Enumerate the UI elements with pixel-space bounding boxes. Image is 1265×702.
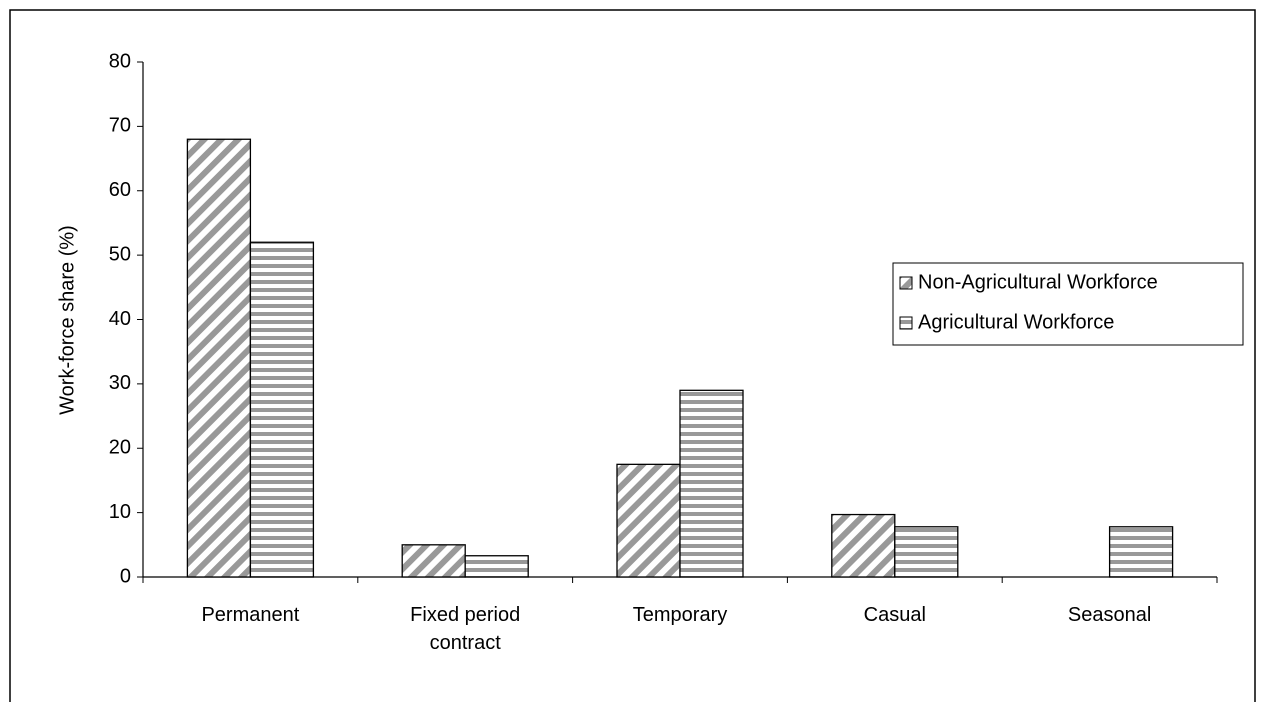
x-tick-label: Permanent	[201, 604, 300, 626]
legend-box	[892, 262, 1244, 346]
bar	[894, 526, 959, 578]
y-tick-label: 50	[109, 243, 131, 265]
legend-swatch	[899, 276, 913, 290]
bar	[831, 513, 896, 578]
x-tick-label: Seasonal	[1067, 604, 1152, 626]
x-tick-label: Temporary	[632, 604, 728, 626]
y-tick-label: 60	[109, 179, 131, 201]
x-tick-label: Fixed period contract	[410, 604, 521, 654]
x-tick-label: Casual	[863, 604, 926, 626]
bar	[464, 555, 529, 578]
bar	[679, 389, 744, 578]
y-tick-label: 80	[109, 50, 131, 72]
y-tick-label: 40	[109, 308, 131, 330]
bar	[616, 463, 681, 578]
y-tick-label: 30	[109, 372, 131, 394]
chart-border	[9, 9, 1256, 702]
y-tick-label: 70	[109, 115, 131, 137]
y-axis-title: Work-force share (%)	[56, 225, 78, 415]
legend-label: Agricultural Workforce	[918, 311, 1114, 333]
y-tick-label: 10	[109, 501, 131, 523]
y-tick-label: 0	[120, 565, 131, 587]
legend-label: Non-Agricultural Workforce	[918, 271, 1158, 293]
y-tick-label: 20	[109, 437, 131, 459]
bar	[249, 241, 315, 578]
bar	[401, 544, 466, 578]
bar	[1108, 526, 1174, 578]
legend: Non-Agricultural Workforce Agricultural W…	[892, 262, 1244, 346]
legend-swatch	[899, 316, 913, 330]
bar	[186, 138, 252, 578]
